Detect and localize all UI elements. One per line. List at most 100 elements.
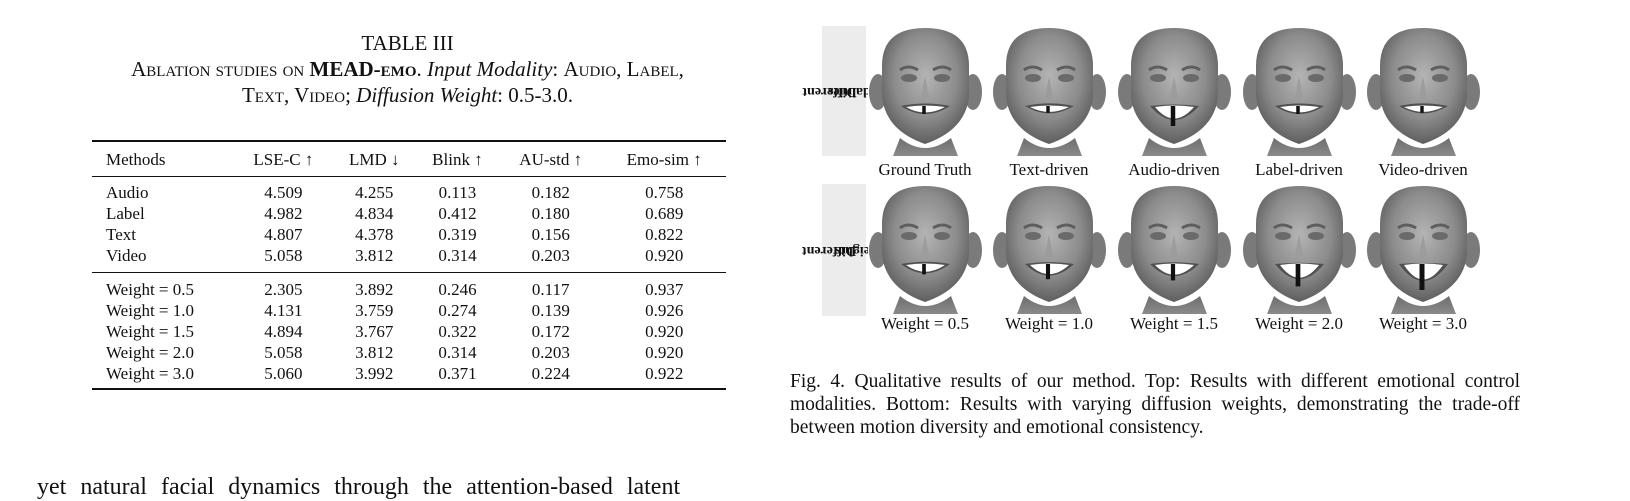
face-caption: Text-driven <box>1009 160 1089 179</box>
table-row: Weight = 1.0 4.131 3.759 0.274 0.139 0.926 <box>92 300 726 321</box>
value-cell: 0.314 <box>438 343 477 362</box>
column-header: AU-std ↑ <box>519 149 583 169</box>
value-cell: 0.322 <box>438 322 477 341</box>
table-row: Label 4.982 4.834 0.412 0.180 0.689 <box>92 203 726 224</box>
value-cell: 0.224 <box>531 364 570 383</box>
method-cell: Weight = 1.0 <box>106 301 195 320</box>
face-render <box>992 184 1107 314</box>
value-cell: 0.920 <box>645 246 684 265</box>
value-cell: 4.834 <box>355 204 394 223</box>
table-number: TABLE III <box>361 31 454 55</box>
table-row: Text 4.807 4.378 0.319 0.156 0.822 <box>92 224 726 245</box>
value-cell: 0.822 <box>645 225 684 244</box>
value-cell: 0.203 <box>531 246 570 265</box>
face-caption: Ground Truth <box>878 160 972 179</box>
value-cell: 0.314 <box>438 246 477 265</box>
value-cell: 0.319 <box>438 225 477 244</box>
value-cell: 0.274 <box>438 301 477 320</box>
body-text-line: yet natural facial dynamics through the … <box>37 474 681 500</box>
value-cell: 0.172 <box>531 322 570 341</box>
value-cell: 4.509 <box>264 183 303 202</box>
method-cell: Weight = 2.0 <box>106 343 195 362</box>
face-render <box>868 184 983 314</box>
face-caption: Weight = 0.5 <box>880 314 969 333</box>
value-cell: 0.180 <box>531 204 570 223</box>
value-cell: 3.759 <box>355 301 394 320</box>
value-cell: 4.982 <box>264 204 303 223</box>
method-cell: Audio <box>106 183 149 202</box>
value-cell: 0.182 <box>531 183 570 202</box>
face-render <box>868 26 983 156</box>
face-render <box>1366 184 1481 314</box>
value-cell: 0.922 <box>645 364 684 383</box>
method-cell: Weight = 0.5 <box>92 272 234 300</box>
ablation-table: Methods LSE-C ↑ LMD ↓ Blink ↑ AU-std ↑ Emo-si… <box>92 140 726 390</box>
face-render <box>1117 26 1232 156</box>
value-cell: 2.305 <box>234 272 333 300</box>
value-cell: 3.812 <box>355 246 394 265</box>
value-cell: 4.894 <box>264 322 303 341</box>
table-caption-line1: Ablation studies on MEAD-emo. Input Moda… <box>131 57 684 81</box>
value-cell: 0.139 <box>531 301 570 320</box>
value-cell: 0.117 <box>499 272 603 300</box>
dataset-name: MEAD-emo <box>309 57 417 81</box>
figure-caption: Fig. 4. Qualitative results of our metho… <box>790 371 1520 438</box>
value-cell: 5.058 <box>264 246 303 265</box>
value-cell: 0.920 <box>645 343 684 362</box>
value-cell: 0.920 <box>645 322 684 341</box>
row-label-modalities: Different Modalities <box>802 26 891 156</box>
value-cell: 0.203 <box>531 343 570 362</box>
value-cell: 5.058 <box>264 343 303 362</box>
face-render <box>992 26 1107 156</box>
value-cell: 0.758 <box>645 183 684 202</box>
method-cell: Weight = 3.0 <box>106 364 195 383</box>
table-row: Weight = 1.5 4.894 3.767 0.322 0.172 0.920 <box>92 321 726 342</box>
value-cell: 3.992 <box>355 364 394 383</box>
face-render <box>1242 26 1357 156</box>
value-cell: 4.131 <box>264 301 303 320</box>
face-render <box>1117 184 1232 314</box>
face-caption: Weight = 2.0 <box>1254 314 1343 333</box>
method-cell: Text <box>106 225 136 244</box>
value-cell: 0.113 <box>438 183 477 202</box>
value-cell: 0.156 <box>531 225 570 244</box>
column-header: Emo-sim ↑ <box>626 149 702 169</box>
method-cell: Weight = 1.5 <box>106 322 195 341</box>
table-row: Audio 4.509 4.255 0.113 0.182 0.758 <box>92 177 726 204</box>
table-row: Weight = 0.5 2.305 3.892 0.246 0.117 0.937 <box>92 272 726 300</box>
table-row: Weight = 2.0 5.058 3.812 0.314 0.203 0.920 <box>92 342 726 363</box>
face-caption: Weight = 1.5 <box>1129 314 1218 333</box>
face-caption: Audio-driven <box>1128 160 1220 179</box>
modality-group: Audio 4.509 4.255 0.113 0.182 0.758 Label 4.982… <box>92 177 726 273</box>
column-header: Methods <box>106 149 166 169</box>
weight-group: Weight = 0.5 2.305 3.892 0.246 0.117 0.937 Wei… <box>92 272 726 389</box>
value-cell: 4.378 <box>355 225 394 244</box>
table-caption-line2: Text, Video; Diffusion Weight: 0.5-3.0. <box>241 83 573 107</box>
face-caption: Weight = 3.0 <box>1378 314 1467 333</box>
column-header: LMD ↓ <box>349 149 400 169</box>
face-caption: Weight = 1.0 <box>1004 314 1093 333</box>
value-cell: 3.767 <box>355 322 394 341</box>
value-cell: 0.937 <box>602 272 726 300</box>
value-cell: 3.892 <box>332 272 416 300</box>
value-cell: 4.255 <box>355 183 394 202</box>
table-row: Video 5.058 3.812 0.314 0.203 0.920 <box>92 245 726 273</box>
face-caption: Label-driven <box>1255 160 1343 179</box>
value-cell: 0.246 <box>415 272 500 300</box>
face-caption: Video-driven <box>1378 160 1468 179</box>
face-render <box>1242 184 1357 314</box>
table-row: Weight = 3.0 5.060 3.992 0.371 0.224 0.922 <box>92 363 726 389</box>
value-cell: 4.807 <box>264 225 303 244</box>
table-header-row: Methods LSE-C ↑ LMD ↓ Blink ↑ AU-std ↑ Emo-si… <box>92 141 726 177</box>
value-cell: 5.060 <box>264 364 303 383</box>
value-cell: 0.412 <box>438 204 477 223</box>
value-cell: 0.689 <box>645 204 684 223</box>
value-cell: 3.812 <box>355 343 394 362</box>
table-caption: TABLE III Ablation studies on MEAD-emo. … <box>40 30 775 108</box>
face-render <box>1366 26 1481 156</box>
column-header: LSE-C ↑ <box>253 149 314 169</box>
row-label-weights: Different Weights <box>802 184 883 316</box>
method-cell: Label <box>106 204 145 223</box>
value-cell: 0.371 <box>438 364 477 383</box>
method-cell: Video <box>106 246 147 265</box>
